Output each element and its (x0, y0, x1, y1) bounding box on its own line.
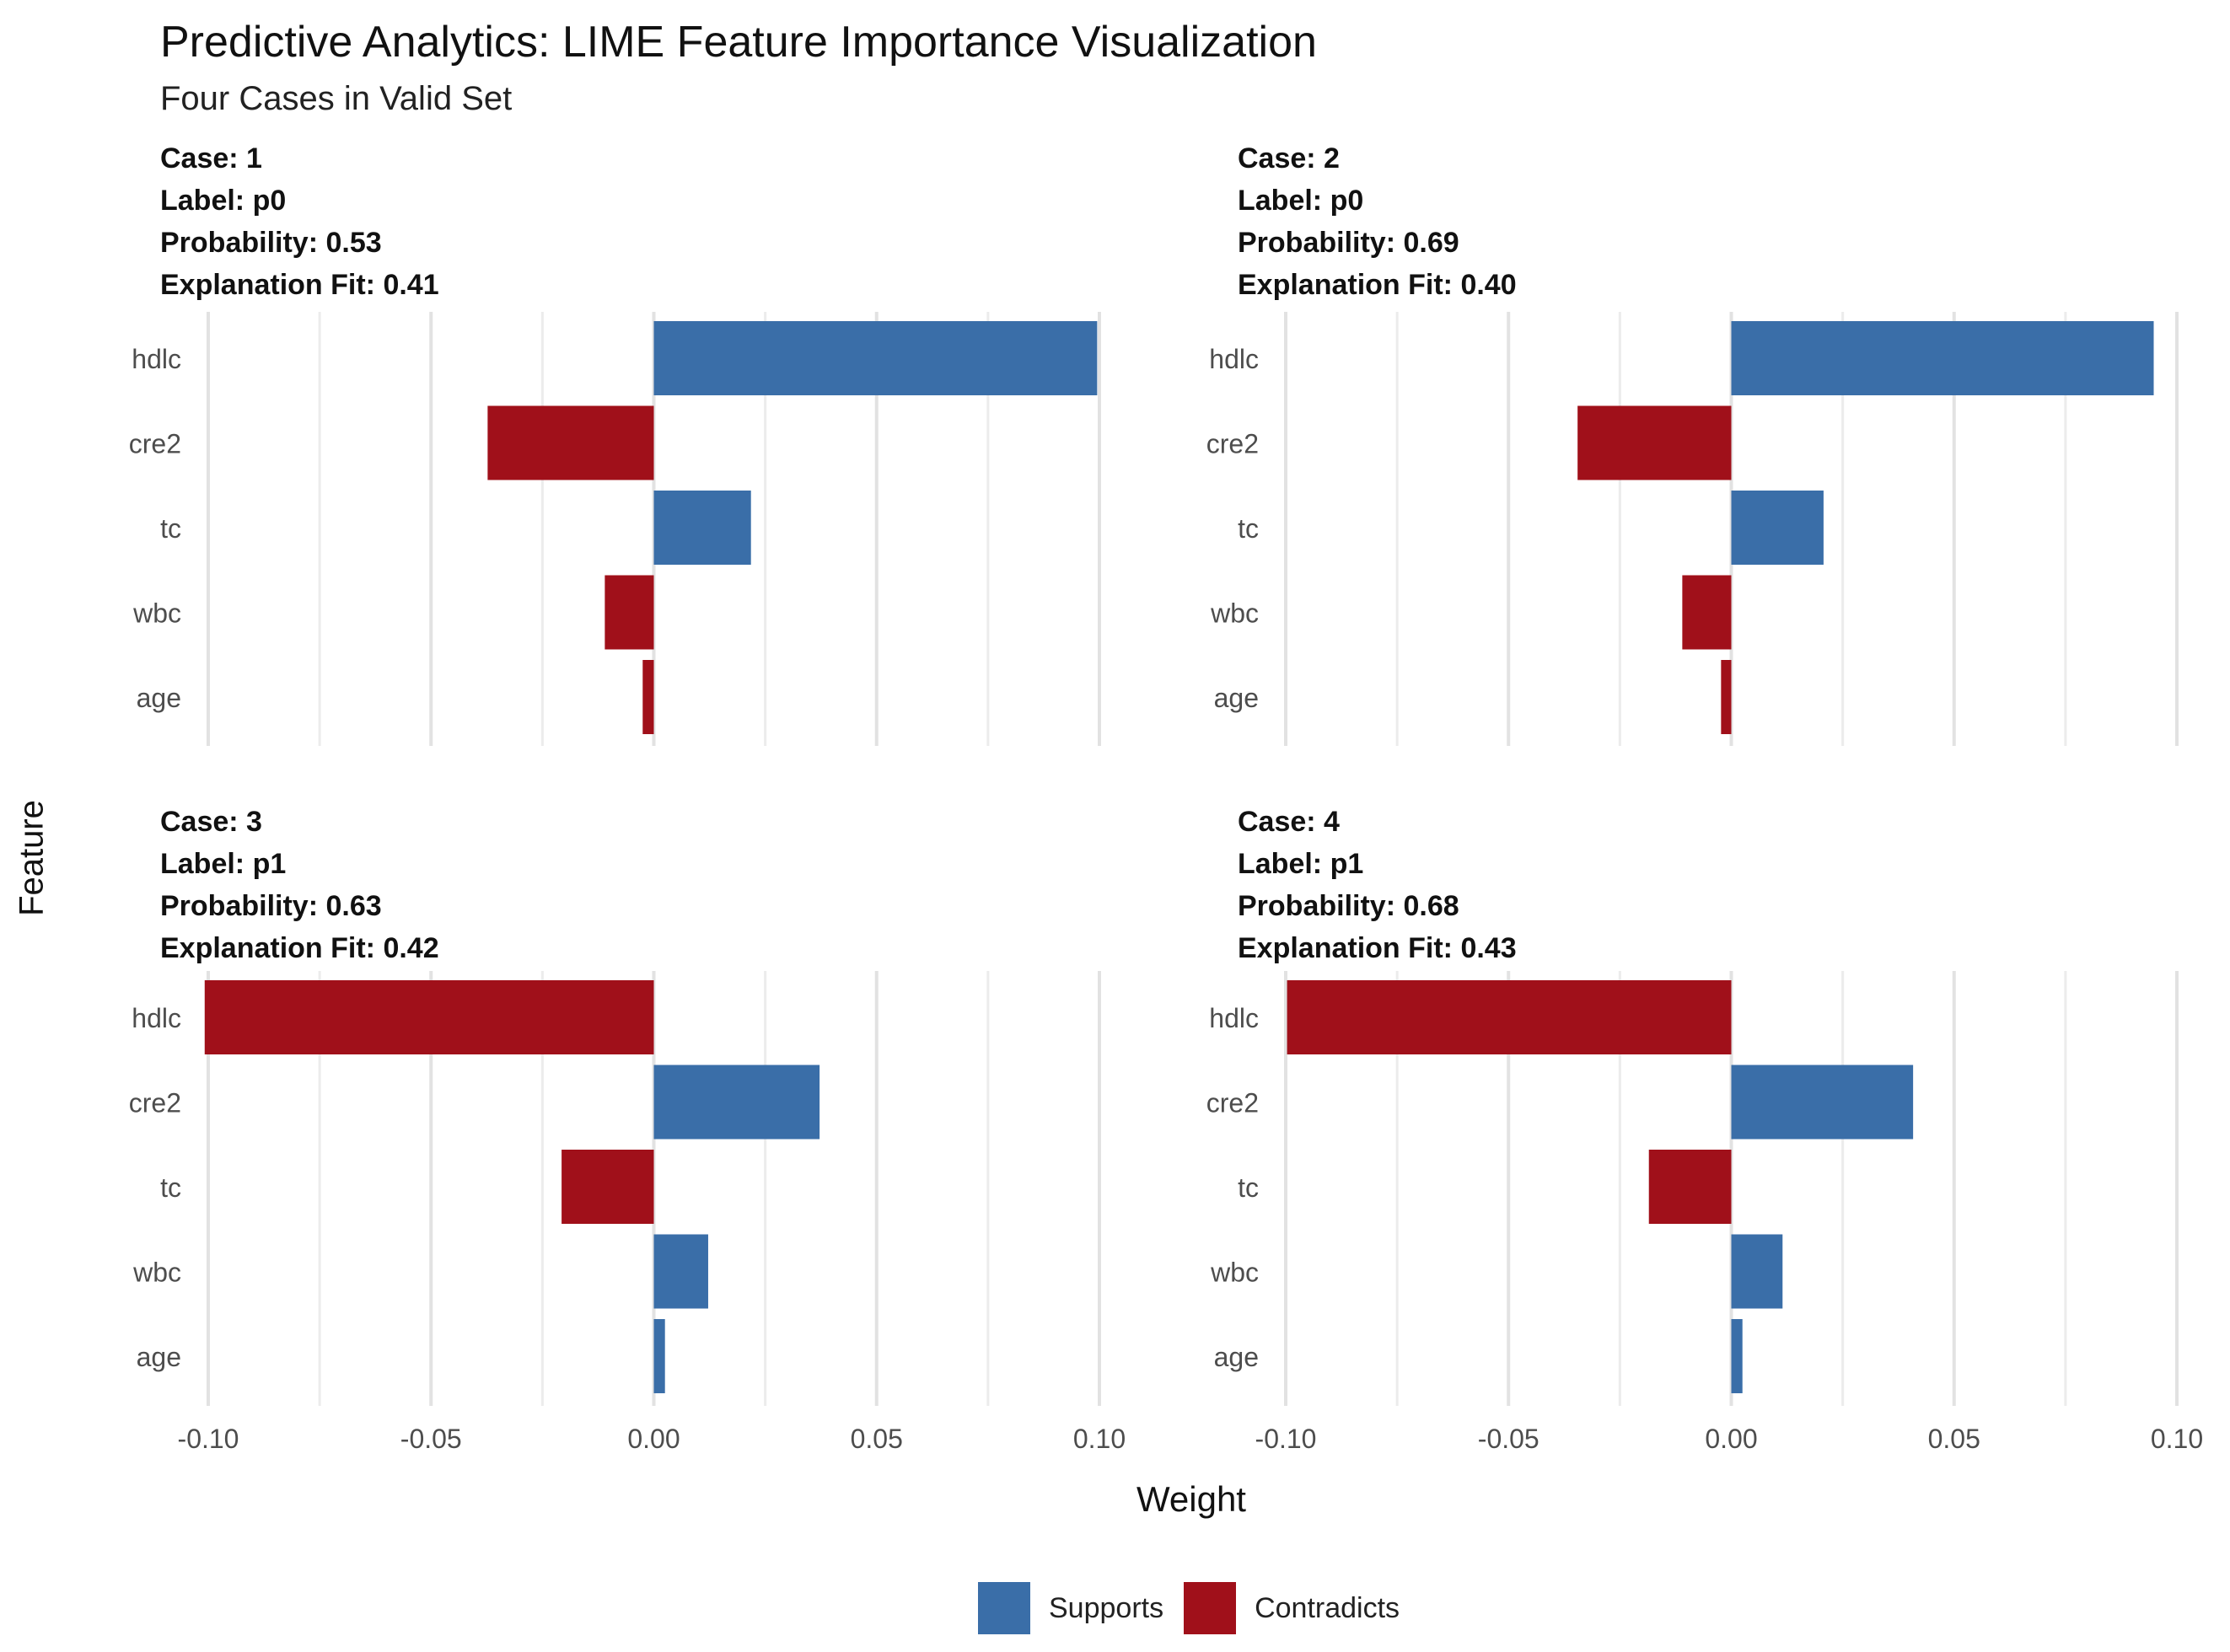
x-tick-label: 0.00 (627, 1424, 680, 1454)
panel-3-fit: Explanation Fit: 0.42 (160, 932, 439, 964)
panel-3-label: Label: p1 (160, 848, 287, 880)
y-tick-label-panel-1: cre2 (129, 429, 181, 459)
y-tick-label-panel-2: tc (1238, 513, 1259, 544)
panel-1-probability: Probability: 0.53 (160, 227, 382, 259)
bar-panel-2-hdlc (1731, 321, 2154, 395)
bar-panel-1-tc (653, 491, 751, 565)
bar-panel-2-age (1721, 660, 1732, 734)
chart-title: Predictive Analytics: LIME Feature Impor… (160, 18, 1317, 67)
chart-subtitle: Four Cases in Valid Set (160, 80, 513, 117)
y-tick-label-panel-3: cre2 (129, 1088, 181, 1118)
panel-3-case: Case: 3 (160, 806, 262, 838)
legend-swatch-contradicts (1184, 1582, 1237, 1634)
x-tick-label: 0.00 (1705, 1424, 1757, 1454)
y-tick-label-panel-4: cre2 (1206, 1088, 1259, 1118)
y-tick-label-panel-2: wbc (1210, 598, 1259, 629)
y-tick-label-panel-2: hdlc (1209, 344, 1259, 374)
y-tick-label-panel-2: cre2 (1206, 429, 1259, 459)
bar-panel-3-tc (562, 1150, 654, 1224)
panel-4-header: Case: 4 Label: p1 Probability: 0.68 Expl… (1238, 801, 1517, 969)
panel-4-case: Case: 4 (1238, 806, 1340, 838)
bar-panel-3-age (653, 1319, 665, 1393)
y-tick-label-panel-1: hdlc (132, 344, 181, 374)
panel-4-fit: Explanation Fit: 0.43 (1238, 932, 1517, 964)
y-tick-label-panel-2: age (1214, 683, 1259, 713)
bar-panel-1-hdlc (653, 321, 1098, 395)
y-tick-label-panel-3: age (137, 1342, 181, 1372)
bar-panel-3-hdlc (204, 980, 654, 1054)
y-tick-label-panel-3: hdlc (132, 1003, 181, 1033)
x-tick-label: 0.05 (851, 1424, 903, 1454)
bar-panel-2-cre2 (1577, 405, 1732, 480)
y-tick-label-panel-1: age (137, 683, 181, 713)
panel-1-fit: Explanation Fit: 0.41 (160, 269, 439, 301)
x-tick-label: -0.10 (178, 1424, 239, 1454)
y-tick-label-panel-4: tc (1238, 1172, 1259, 1203)
panel-4-probability: Probability: 0.68 (1238, 890, 1459, 922)
bar-panel-1-cre2 (487, 405, 654, 480)
panel-4-label: Label: p1 (1238, 848, 1364, 880)
panel-1-label: Label: p0 (160, 185, 287, 217)
bar-panel-3-cre2 (653, 1065, 820, 1140)
bar-panel-4-cre2 (1731, 1065, 1914, 1140)
panel-3-header: Case: 3 Label: p1 Probability: 0.63 Expl… (160, 801, 439, 969)
x-tick-label: -0.05 (1478, 1424, 1540, 1454)
bar-panel-4-tc (1648, 1150, 1732, 1224)
y-axis-title: Feature (13, 800, 51, 916)
bar-panel-2-wbc (1682, 575, 1732, 650)
legend-label-supports: Supports (1049, 1591, 1164, 1624)
bar-panel-4-wbc (1731, 1234, 1783, 1309)
x-tick-label: 0.10 (1073, 1424, 1126, 1454)
y-tick-label-panel-4: wbc (1210, 1258, 1259, 1288)
legend-label-contradicts: Contradicts (1255, 1591, 1400, 1624)
x-tick-label: -0.10 (1255, 1424, 1317, 1454)
panel-1-case: Case: 1 (160, 142, 262, 174)
legend-swatch-supports (978, 1582, 1030, 1634)
panel-1-header: Case: 1 Label: p0 Probability: 0.53 Expl… (160, 137, 439, 306)
bar-panel-3-wbc (653, 1234, 708, 1309)
bar-panel-1-wbc (605, 575, 654, 650)
legend: Supports Contradicts (978, 1580, 1420, 1636)
x-axis-title: Weight (1136, 1479, 1246, 1519)
panel-2-probability: Probability: 0.69 (1238, 227, 1459, 259)
bar-panel-4-hdlc (1287, 980, 1732, 1054)
x-tick-label: -0.05 (400, 1424, 462, 1454)
panel-2-fit: Explanation Fit: 0.40 (1238, 269, 1517, 301)
y-tick-label-panel-3: wbc (132, 1258, 181, 1288)
panel-2-label: Label: p0 (1238, 185, 1364, 217)
legend-item-supports: Supports (978, 1582, 1163, 1634)
y-tick-label-panel-1: wbc (132, 598, 181, 629)
panel-3-probability: Probability: 0.63 (160, 890, 382, 922)
x-tick-label: 0.05 (1928, 1424, 1980, 1454)
legend-item-contradicts: Contradicts (1184, 1582, 1400, 1634)
y-tick-label-panel-3: tc (160, 1172, 181, 1203)
bar-panel-2-tc (1731, 491, 1824, 565)
y-tick-label-panel-1: tc (160, 513, 181, 544)
x-tick-label: 0.10 (2151, 1424, 2203, 1454)
panel-2-case: Case: 2 (1238, 142, 1340, 174)
y-tick-label-panel-4: hdlc (1209, 1003, 1259, 1033)
panel-2-header: Case: 2 Label: p0 Probability: 0.69 Expl… (1238, 137, 1517, 306)
bar-panel-1-age (642, 660, 654, 734)
bar-panel-4-age (1731, 1319, 1743, 1393)
y-tick-label-panel-4: age (1214, 1342, 1259, 1372)
